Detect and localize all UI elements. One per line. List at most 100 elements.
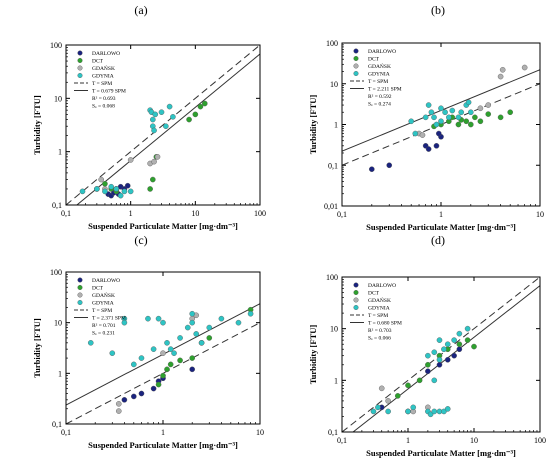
x-tick-label: 10 <box>191 209 199 218</box>
data-point-darlowo <box>435 130 442 137</box>
data-point-gdynia <box>166 103 173 110</box>
y-tick-label: 0,1 <box>52 201 62 210</box>
data-point-dct <box>192 111 199 118</box>
legend-label: DCT <box>92 59 104 65</box>
data-point-darlowo <box>150 385 157 392</box>
x-tick-label: 0,1 <box>61 428 71 437</box>
data-point-dct <box>485 111 492 117</box>
data-point-gdynia <box>150 116 156 123</box>
legend-label: T = SPM <box>92 81 112 87</box>
data-point-dct <box>405 382 411 389</box>
data-point-gdynia <box>425 352 431 359</box>
y-tick-label: 0,1 <box>328 428 338 437</box>
legend-stat: R² = 0.592 <box>368 94 392 100</box>
data-point-gdynia <box>456 330 463 337</box>
y-axis-label: Turbidity [FTU] <box>308 325 318 385</box>
x-tick-label: 1 <box>161 428 165 437</box>
fit-line-1 <box>66 45 260 205</box>
data-point-gdynia <box>167 346 174 352</box>
legend-marker <box>77 277 83 283</box>
data-point-darlowo <box>425 368 431 375</box>
data-point-gdynia <box>441 408 447 415</box>
data-point-gdask <box>477 105 484 112</box>
data-point-darlowo <box>456 346 463 353</box>
data-point-gdask <box>521 64 528 71</box>
legend-label: T = SPM <box>368 79 388 85</box>
legend-marker <box>77 50 83 56</box>
data-point-dct <box>472 114 478 121</box>
y-tick-label: 1 <box>58 369 62 378</box>
data-point-gdynia <box>193 331 200 337</box>
data-point-gdask <box>115 401 122 407</box>
plot-frame <box>65 44 261 206</box>
data-point-gdynia <box>468 109 474 116</box>
fit-line-1 <box>66 322 260 424</box>
legend-label: T = 2.371 SPM <box>92 316 126 322</box>
data-point-dct <box>497 114 504 121</box>
legend-label: GDYNIA <box>368 306 390 312</box>
data-point-dct <box>468 121 474 128</box>
data-point-gdynia <box>131 361 137 368</box>
y-axis-label: Turbidity [FTU] <box>32 318 42 378</box>
data-point-dct <box>147 186 153 192</box>
data-point-gdynia <box>464 325 471 332</box>
y-tick-label: 1 <box>334 376 338 385</box>
x-tick-label: 0,1 <box>61 209 71 218</box>
data-point-gdynia <box>150 346 157 352</box>
data-point-darlowo <box>369 166 375 172</box>
legend-label: T = 2.211 SPM <box>368 87 402 93</box>
x-tick-label: 1 <box>439 210 443 219</box>
data-point-gdynia <box>446 114 452 121</box>
data-point-gdynia <box>218 315 225 322</box>
x-axis-label: Suspended Particulate Matter [mg·dm⁻³] <box>88 221 238 231</box>
x-tick-label: 100 <box>534 436 546 445</box>
data-point-gdynia <box>160 319 166 326</box>
data-point-gdask <box>378 385 385 392</box>
data-point-gdynia <box>171 350 177 356</box>
data-point-gdask <box>385 398 391 404</box>
fit-line-1 <box>342 83 540 166</box>
legend-label: T = 0.679 SPM <box>92 89 126 95</box>
data-point-gdynia <box>145 315 151 322</box>
data-point-gdynia <box>433 121 440 128</box>
data-point-gdask <box>98 176 104 183</box>
legend-stat: Sₓ = 0.066 <box>368 336 391 342</box>
x-axis-label: Suspended Particulate Matter [mg·dm⁻³] <box>366 222 516 232</box>
data-point-gdynia <box>422 114 429 121</box>
legend-label: DARLOWO <box>368 49 396 55</box>
data-point-dct <box>394 393 401 399</box>
y-tick-label: 0,1 <box>52 420 62 429</box>
data-point-gdynia <box>438 105 444 112</box>
data-point-dct <box>186 116 192 123</box>
data-point-gdynia <box>425 102 432 108</box>
legend-marker <box>353 48 359 54</box>
data-point-gdynia <box>189 310 195 317</box>
y-tick-label: 10 <box>330 80 338 89</box>
data-point-gdask <box>419 132 426 138</box>
y-tick-label: 10 <box>330 325 338 334</box>
data-point-dct <box>155 381 162 388</box>
panel-label-c: (c) <box>134 233 147 247</box>
data-point-gdynia <box>113 186 120 192</box>
legend-label: T = SPM <box>92 308 112 314</box>
legend-stat: R² = 0.701 <box>92 323 116 329</box>
y-axis-label: Turbidity [FTU] <box>308 95 318 155</box>
legend-label: DCT <box>368 291 380 297</box>
data-point-gdynia <box>412 130 419 137</box>
chart-panel-1: 0,1 1 10 100 0,1 1 10 100 Suspended Particulate … <box>32 41 266 231</box>
chart-panel-4: 0,1 1 10 100 0,1 1 10 100 Suspended Particulate … <box>308 273 546 458</box>
data-point-gdynia <box>235 319 242 326</box>
legend-label: DCT <box>92 286 104 292</box>
legend-marker <box>353 56 359 62</box>
legend-label: T = 0.680 SPM <box>368 321 402 327</box>
data-point-gdask <box>497 73 504 80</box>
data-point-darlowo <box>138 390 145 397</box>
data-point-dct <box>197 103 204 110</box>
data-point-dct <box>455 121 462 128</box>
legend-stat: Sₓ = 0.068 <box>92 104 115 110</box>
data-point-gdynia <box>431 408 438 415</box>
data-point-gdynia <box>79 188 86 195</box>
legend-marker <box>77 285 83 291</box>
legend-marker <box>353 290 359 296</box>
